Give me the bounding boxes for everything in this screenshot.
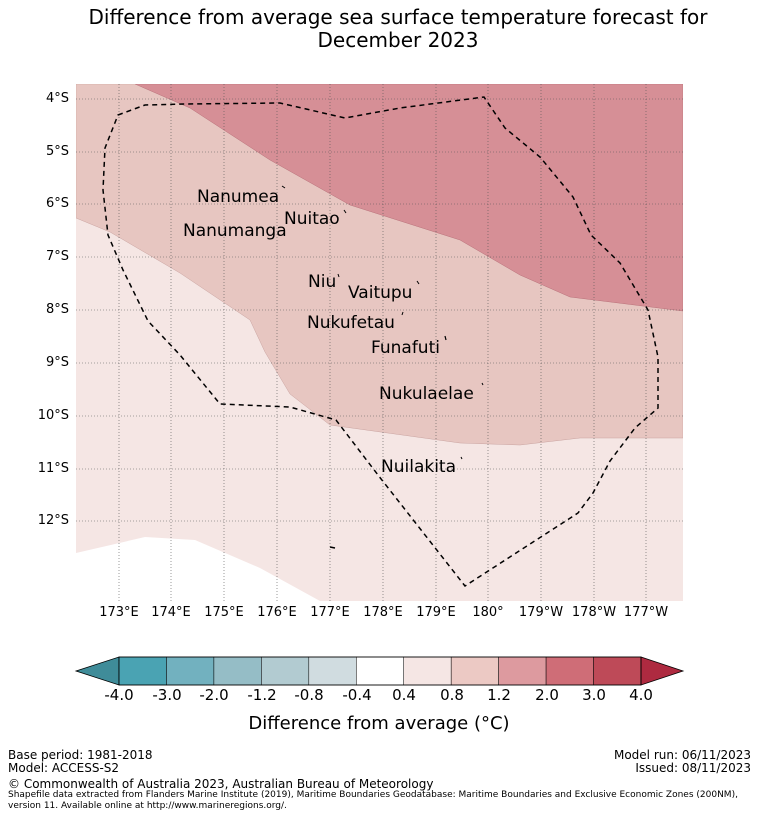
lon-label: 178°W <box>571 605 617 620</box>
colorbar-cells <box>118 656 642 686</box>
anomaly-band-1.2-2.0 <box>134 84 683 312</box>
footer-model: Model: ACCESS-S2 <box>8 761 120 775</box>
lon-label: 180° <box>472 605 504 620</box>
island-label-niu: Niu <box>308 272 337 292</box>
island-markers <box>281 185 484 549</box>
colorbar-tick: 0.4 <box>392 686 416 704</box>
colorbar-tick: -4.0 <box>104 686 134 704</box>
lon-label: 179°E <box>416 605 456 620</box>
colorbar-cell <box>118 656 167 686</box>
title-line-1: Difference from average sea surface temp… <box>88 5 708 29</box>
lat-label: 9°S <box>45 355 69 370</box>
colorbar-cell <box>498 656 547 686</box>
footer-base-period: Base period: 1981-2018 <box>8 748 153 762</box>
lon-label: 176°E <box>257 605 297 620</box>
island-label-vaitupu: Vaitupu <box>348 283 413 303</box>
colorbar-tick: 4.0 <box>629 686 653 704</box>
footer-model-run: Model run: 06/11/2023 <box>613 748 751 762</box>
lat-label: 12°S <box>37 513 69 528</box>
lon-label: 179°W <box>518 605 564 620</box>
title-line-2: December 2023 <box>317 28 479 52</box>
lat-label: 5°S <box>45 144 69 159</box>
colorbar-tick: 2.0 <box>535 686 559 704</box>
colorbar-cell <box>403 656 452 686</box>
lat-label: 11°S <box>37 461 69 476</box>
island-label-nukulaelae: Nukulaelae <box>379 384 474 404</box>
colorbar-over-extension <box>640 656 685 686</box>
map-area <box>76 84 683 601</box>
lat-label: 7°S <box>45 249 69 264</box>
colorbar-cell <box>308 656 357 686</box>
lon-label: 178°E <box>363 605 403 620</box>
colorbar-tick: -2.0 <box>199 686 229 704</box>
colorbar-cell <box>166 656 215 686</box>
footer-shapefile-line-1: Shapefile data extracted from Flanders M… <box>8 790 738 800</box>
island-label-nuitao: Nuitao <box>284 209 340 229</box>
lat-label: 6°S <box>45 196 69 211</box>
colorbar-label: Difference from average (°C) <box>248 713 510 734</box>
lon-label: 174°E <box>151 605 191 620</box>
lon-label: 177°E <box>310 605 350 620</box>
lon-label: 173°E <box>99 605 139 620</box>
island-label-nanumanga: Nanumanga <box>183 221 287 241</box>
colorbar-tick: 1.2 <box>487 686 511 704</box>
island-label-nuilakita: Nuilakita <box>381 457 457 477</box>
lat-label: 10°S <box>37 408 69 423</box>
colorbar-tick: -0.4 <box>342 686 372 704</box>
colorbar-tick: 3.0 <box>582 686 606 704</box>
colorbar-tick: 0.8 <box>440 686 464 704</box>
colorbar-cell <box>545 656 594 686</box>
footer-copyright: © Commonwealth of Australia 2023, Austra… <box>8 777 434 791</box>
chart-title: Difference from average sea surface temp… <box>0 6 758 52</box>
colorbar-under-extension <box>74 656 120 686</box>
colorbar-cell <box>261 656 310 686</box>
colorbar-cell <box>213 656 262 686</box>
footer-shapefile-line-2: version 11. Available online at http://w… <box>8 801 287 811</box>
colorbar-cell <box>356 656 404 686</box>
island-label-nanumea: Nanumea <box>197 187 280 207</box>
footer-issued: Issued: 08/11/2023 <box>635 761 751 775</box>
lat-label: 8°S <box>45 302 69 317</box>
island-label-funafuti: Funafuti <box>371 338 440 358</box>
lon-label: 177°W <box>623 605 669 620</box>
lat-label: 4°S <box>45 91 69 106</box>
colorbar-cell <box>593 656 642 686</box>
island-label-nukufetau: Nukufetau <box>307 313 395 333</box>
colorbar-frame <box>118 656 642 686</box>
colorbar-cell <box>450 656 499 686</box>
colorbar-tick: -3.0 <box>152 686 182 704</box>
colorbar-tick: -1.2 <box>247 686 277 704</box>
footer-shapefile-credit: Shapefile data extracted from Flanders M… <box>8 790 756 812</box>
colorbar-tick: -0.8 <box>294 686 324 704</box>
lon-label: 175°E <box>204 605 244 620</box>
graticule <box>76 84 683 601</box>
colorbar <box>74 656 685 686</box>
